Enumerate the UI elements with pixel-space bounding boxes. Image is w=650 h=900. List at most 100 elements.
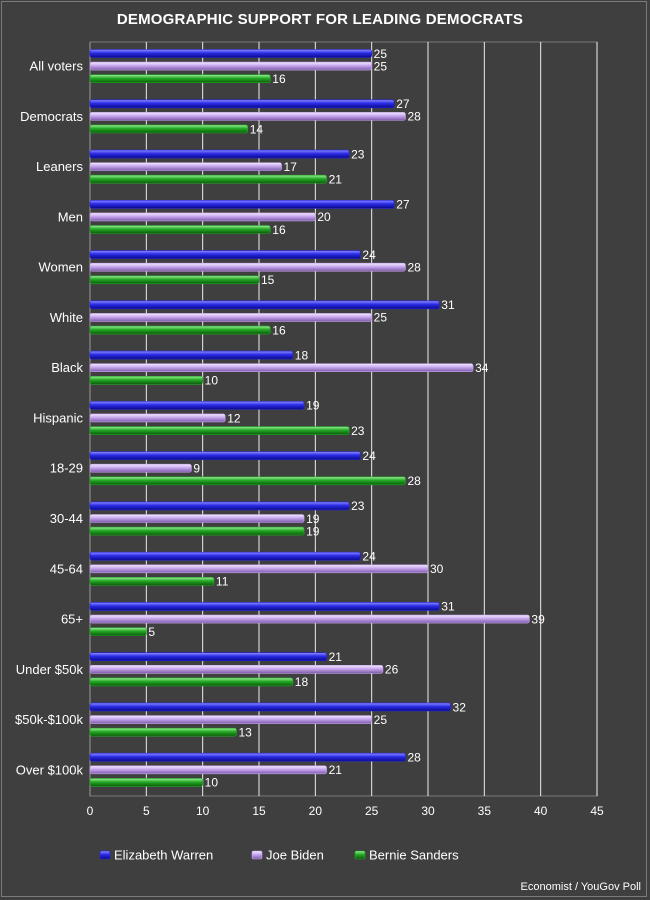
data-label: 16 — [272, 223, 286, 237]
bar — [89, 275, 260, 285]
data-label: 25 — [374, 47, 388, 61]
category-label: 65+ — [61, 612, 83, 627]
data-label: 5 — [148, 625, 155, 639]
bar — [89, 476, 406, 486]
legend: Elizabeth Warren Joe Biden Bernie Sanders — [99, 848, 459, 863]
bar — [89, 778, 203, 787]
data-label: 10 — [205, 374, 219, 388]
bar — [89, 112, 406, 121]
bar — [89, 325, 271, 335]
data-label: 23 — [351, 424, 365, 438]
bar — [89, 149, 350, 159]
legend-swatch — [251, 850, 263, 860]
chart-title: DEMOGRAPHIC SUPPORT FOR LEADING DEMOCRAT… — [117, 11, 523, 28]
data-label: 18 — [295, 348, 309, 362]
bar — [89, 61, 372, 71]
bar — [89, 262, 406, 272]
x-tick-label: 45 — [590, 804, 604, 818]
bar — [89, 363, 474, 373]
data-label: 17 — [284, 160, 298, 174]
x-tick-label: 5 — [143, 804, 150, 818]
bar — [89, 702, 451, 712]
bar — [89, 727, 237, 737]
bar — [89, 375, 203, 385]
category-label: Over $100k — [16, 762, 84, 777]
bar — [89, 501, 350, 511]
data-label: 12 — [227, 411, 241, 425]
data-label: 24 — [362, 549, 376, 563]
data-label: 28 — [407, 110, 421, 124]
data-label: 18 — [295, 675, 309, 689]
data-label: 24 — [362, 248, 376, 262]
x-tick-labels: 0 5 10 15 20 25 30 35 40 45 — [87, 804, 604, 818]
legend-label: Elizabeth Warren — [114, 848, 213, 863]
bar — [89, 765, 327, 775]
data-label: 24 — [362, 449, 376, 463]
bar — [89, 551, 361, 561]
data-label: 9 — [193, 462, 200, 476]
category-label: White — [50, 310, 83, 325]
x-tick-label: 40 — [534, 804, 548, 818]
bar — [89, 74, 271, 83]
data-label: 23 — [351, 147, 365, 161]
bar — [89, 124, 249, 134]
data-label: 31 — [441, 600, 455, 614]
x-tick-label: 15 — [252, 804, 266, 818]
data-label: 19 — [306, 399, 320, 413]
category-label: 45-64 — [50, 561, 83, 576]
category-label: $50k-$100k — [15, 712, 83, 727]
data-label: 21 — [329, 763, 343, 777]
x-tick-label: 25 — [365, 804, 379, 818]
category-label: 18-29 — [50, 461, 83, 476]
bar — [89, 463, 192, 473]
data-label: 31 — [441, 298, 455, 312]
bar — [89, 162, 282, 171]
data-label: 20 — [317, 210, 331, 224]
bar — [89, 401, 305, 410]
legend-swatch — [354, 850, 366, 860]
source-note: Economist / YouGov Poll — [521, 881, 641, 893]
category-labels: All voters Democrats Leaners Men Women White B… — [15, 59, 83, 778]
bar — [89, 174, 327, 184]
category-label: Women — [38, 260, 83, 275]
bar — [89, 413, 226, 423]
data-label: 39 — [531, 612, 545, 626]
bar — [89, 313, 372, 322]
bar — [89, 602, 440, 611]
data-label: 19 — [306, 512, 320, 526]
data-label: 15 — [261, 273, 275, 287]
bar — [89, 514, 305, 523]
data-label: 19 — [306, 524, 320, 538]
bar — [89, 250, 361, 259]
category-label: Democrats — [20, 109, 83, 124]
data-label: 28 — [407, 474, 421, 488]
bar — [89, 49, 372, 58]
bar — [89, 677, 294, 687]
bar — [89, 225, 271, 234]
bar — [89, 426, 350, 435]
bar — [89, 752, 406, 762]
category-label: Men — [58, 209, 83, 224]
bar — [89, 614, 530, 624]
data-label: 21 — [329, 650, 343, 664]
x-tick-label: 30 — [421, 804, 435, 818]
legend-label: Joe Biden — [266, 848, 324, 863]
bar — [89, 526, 305, 536]
x-tick-label: 0 — [87, 804, 94, 818]
category-label: 30-44 — [50, 511, 83, 526]
bar — [89, 627, 147, 636]
data-label: 32 — [453, 700, 467, 714]
legend-swatch — [99, 850, 111, 860]
category-label: Black — [51, 360, 83, 375]
data-label: 23 — [351, 499, 365, 513]
data-label: 28 — [407, 751, 421, 765]
data-label: 25 — [374, 713, 388, 727]
data-label: 25 — [374, 311, 388, 325]
data-label: 13 — [238, 725, 252, 739]
data-label: 25 — [374, 59, 388, 73]
bar — [89, 451, 361, 460]
category-label: Under $50k — [16, 662, 84, 677]
bar — [89, 200, 395, 209]
bar — [89, 564, 429, 574]
